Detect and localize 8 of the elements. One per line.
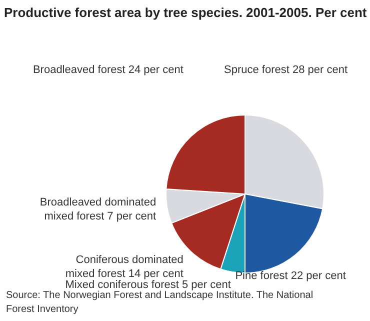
source-note: Source: The Norwegian Forest and Landscape Institute. The National Forest Inventory: [6, 290, 314, 315]
slice-label: Mixed coniferous forest 5 per cent: [65, 279, 231, 291]
slice-label: Broadleaved forest 24 per cent: [32, 64, 184, 76]
slice-label: Broadleaved dominated mixed forest 7 per cent: [40, 196, 156, 223]
slice-label: Pine forest 22 per cent: [235, 270, 346, 282]
chart-title: Productive forest area by tree species. 2001-2005. Per cent: [4, 5, 368, 20]
slice-label: Coniferous dominated mixed forest 14 per cent: [65, 254, 184, 280]
slice-label: Spruce forest 28 per cent: [224, 64, 348, 76]
